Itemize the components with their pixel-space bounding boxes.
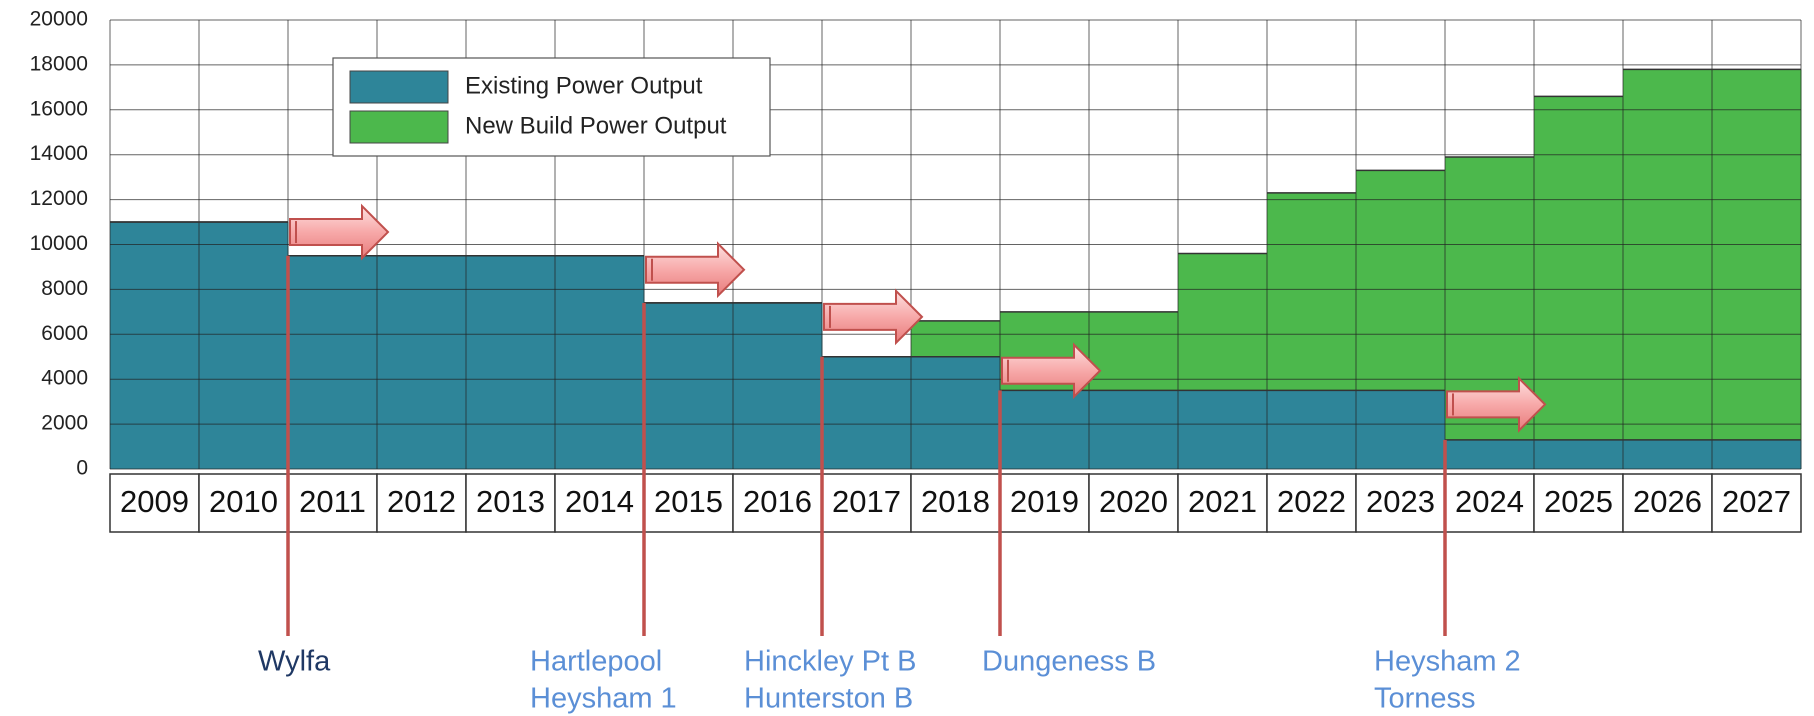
category-box [1711, 473, 1802, 533]
x-tick-label: 2019 [1010, 484, 1079, 519]
step-segment [1178, 253, 1268, 391]
step-segment [199, 222, 289, 469]
step-segment [1534, 96, 1624, 440]
category-box [287, 473, 378, 533]
legend-swatch [349, 110, 449, 144]
step-segment [911, 356, 1001, 469]
x-tick-label: 2017 [832, 484, 901, 519]
step-segment [110, 222, 200, 469]
y-tick-label: 4000 [41, 367, 88, 390]
x-tick-label: 2011 [299, 484, 366, 519]
legend-label: Existing Power Output [465, 72, 703, 99]
x-tick-label: 2009 [120, 484, 189, 519]
legend-label: New Build Power Output [465, 112, 727, 139]
category-box [1622, 473, 1713, 533]
annotation-label: Hunterston B [744, 683, 913, 715]
y-tick-label: 12000 [30, 187, 88, 210]
annotation-label: Dungeness B [982, 646, 1156, 678]
arrow [823, 288, 924, 346]
arrow [1446, 376, 1547, 433]
x-tick-label: 2027 [1722, 484, 1791, 519]
annotation-label: Heysham 2 [1374, 646, 1521, 678]
step-segment [911, 320, 1001, 357]
category-box [910, 473, 1001, 533]
x-tick-label: 2014 [565, 484, 634, 519]
step-segment [1089, 311, 1179, 391]
step-segment [555, 255, 645, 469]
arrow [1001, 342, 1102, 400]
step-segment [1356, 170, 1446, 391]
step-segment [288, 255, 378, 469]
x-tick-label: 2016 [743, 484, 812, 519]
x-tick-label: 2018 [921, 484, 990, 519]
step-segment [466, 255, 556, 469]
step-segment [1267, 390, 1357, 469]
category-box [1533, 473, 1624, 533]
step-segment [1089, 390, 1179, 469]
x-tick-label: 2010 [209, 484, 278, 519]
arrow [645, 241, 746, 299]
category-box [821, 473, 912, 533]
step-segment [644, 302, 734, 469]
x-tick-label: 2015 [654, 484, 723, 519]
step-segment [1623, 69, 1713, 440]
step-segment [1000, 390, 1090, 469]
y-tick-label: 20000 [30, 8, 88, 31]
y-tick-label: 6000 [41, 322, 88, 345]
category-box [109, 473, 200, 533]
x-tick-label: 2012 [387, 484, 456, 519]
annotation-label: Hinckley Pt B [744, 646, 916, 678]
step-segment [1178, 390, 1268, 469]
step-segment [1623, 439, 1713, 469]
category-box [465, 473, 556, 533]
annotation-label: Heysham 1 [530, 683, 677, 715]
category-box [376, 473, 467, 533]
y-tick-label: 16000 [30, 97, 88, 120]
step-segment [1445, 439, 1535, 469]
annotation-label: Torness [1374, 683, 1476, 715]
x-tick-label: 2013 [476, 484, 545, 519]
step-segment [1534, 439, 1624, 469]
step-segment [733, 302, 823, 469]
x-tick-label: 2022 [1277, 484, 1346, 519]
y-tick-label: 0 [76, 457, 88, 480]
annotation-label: Wylfa [258, 646, 331, 678]
category-box [198, 473, 289, 533]
x-tick-label: 2025 [1544, 484, 1613, 519]
x-tick-label: 2023 [1366, 484, 1435, 519]
category-box [643, 473, 734, 533]
step-segment [1712, 69, 1802, 440]
step-segment [377, 255, 467, 469]
step-segment [1356, 390, 1446, 469]
arrow [289, 203, 390, 261]
category-box [1177, 473, 1268, 533]
y-tick-label: 2000 [41, 412, 88, 435]
y-tick-label: 18000 [30, 52, 88, 75]
category-box [999, 473, 1090, 533]
y-tick-label: 8000 [41, 277, 88, 300]
x-tick-label: 2021 [1188, 484, 1257, 519]
step-segment [1712, 439, 1802, 469]
x-tick-label: 2024 [1455, 484, 1524, 519]
x-tick-label: 2020 [1099, 484, 1168, 519]
step-segment [822, 356, 912, 469]
legend-swatch [349, 70, 449, 104]
category-box [1444, 473, 1535, 533]
x-tick-label: 2026 [1633, 484, 1702, 519]
step-segment [1267, 192, 1357, 391]
y-tick-label: 14000 [30, 142, 88, 165]
y-tick-label: 10000 [30, 232, 88, 255]
annotation-label: Hartlepool [530, 646, 662, 678]
